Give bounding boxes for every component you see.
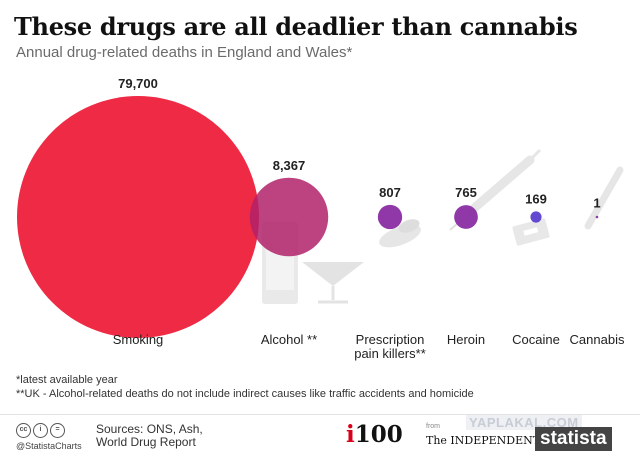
category-label-cocaine: Cocaine bbox=[512, 332, 560, 347]
bubble-cocaine bbox=[530, 211, 542, 223]
chart-subtitle: Annual drug-related deaths in England an… bbox=[16, 44, 353, 61]
bubble-chart: 79,700 8,367 807 765 169 1 Smoking Alcohol ** P… bbox=[17, 76, 625, 361]
category-label-prescription-pain-killers-line-2: pain killers** bbox=[354, 346, 426, 361]
bubble-smoking bbox=[17, 96, 259, 338]
sources-text: Sources: ONS, Ash, World Drug Report bbox=[96, 422, 203, 449]
category-label-cannabis: Cannabis bbox=[570, 332, 625, 347]
statista-handle: @StatistaCharts bbox=[16, 441, 82, 451]
category-label-heroin: Heroin bbox=[447, 332, 485, 347]
value-label-cocaine: 169 bbox=[525, 191, 547, 206]
joint-icon bbox=[584, 166, 624, 230]
value-label-prescription-pain-killers: 807 bbox=[379, 185, 401, 200]
footnote-1: *latest available year bbox=[16, 374, 118, 386]
footnote-2: **UK - Alcohol-related deaths do not inc… bbox=[16, 388, 474, 400]
bubble-prescription-pain-killers bbox=[377, 204, 403, 230]
value-label-smoking: 79,700 bbox=[118, 76, 158, 91]
bubbles-layer bbox=[17, 96, 599, 338]
bubble-alcohol bbox=[249, 177, 329, 257]
value-label-alcohol: 8,367 bbox=[273, 158, 306, 173]
value-label-cannabis: 1 bbox=[593, 196, 600, 211]
bubble-heroin bbox=[454, 205, 478, 229]
category-label-smoking: Smoking bbox=[113, 332, 164, 347]
value-label-heroin: 765 bbox=[455, 185, 477, 200]
independent-logo: The INDEPENDENT bbox=[426, 434, 541, 447]
i100-logo: i100 bbox=[346, 421, 403, 448]
category-label-alcohol: Alcohol ** bbox=[261, 332, 317, 347]
category-label-prescription-pain-killers: Prescription bbox=[356, 332, 425, 347]
chart-title: These drugs are all deadlier than cannab… bbox=[14, 12, 578, 41]
value-labels-layer: 79,700 8,367 807 765 169 1 bbox=[118, 76, 601, 211]
footer-bar: cc i = @StatistaCharts Sources: ONS, Ash, … bbox=[0, 414, 640, 456]
statista-logo: statista bbox=[535, 427, 612, 451]
watermark: YAPLAKAL.COM bbox=[466, 415, 582, 430]
pill-bottle-icon bbox=[379, 219, 421, 248]
razor-blade-icon bbox=[512, 218, 550, 246]
creative-commons-icon: cc i = bbox=[16, 423, 65, 438]
from-label: from bbox=[426, 423, 440, 430]
bubble-cannabis bbox=[595, 215, 599, 219]
